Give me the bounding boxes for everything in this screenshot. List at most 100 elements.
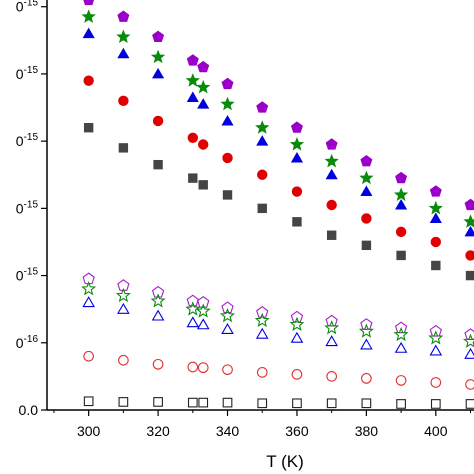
- data-point-triangle-filled: [429, 212, 442, 223]
- data-point-pentagon-open: [151, 285, 165, 298]
- data-point-square-filled: [326, 230, 337, 240]
- data-point-triangle-open: [82, 296, 95, 308]
- data-point-circle-open: [395, 375, 407, 386]
- data-point-triangle-open: [325, 335, 338, 347]
- data-point-triangle-open: [255, 327, 269, 339]
- x-tick-label: 380: [355, 423, 379, 439]
- data-point-pentagon-open: [394, 321, 408, 334]
- data-point-circle-open: [187, 361, 199, 373]
- y-tick-label: 0-15: [16, 0, 39, 15]
- x-axis-title: T (K): [266, 452, 303, 471]
- data-point-square-filled: [396, 250, 406, 261]
- data-point-pentagon-filled: [152, 30, 165, 43]
- data-point-pentagon-open: [197, 295, 210, 308]
- data-point-square-open: [430, 399, 441, 409]
- data-point-star-open: [254, 312, 270, 327]
- data-point-square-open: [257, 398, 268, 409]
- data-point-circle-open: [291, 369, 303, 380]
- data-point-star-filled: [116, 29, 131, 44]
- data-point-triangle-filled: [117, 47, 130, 59]
- data-point-square-open: [153, 397, 163, 407]
- data-point-circle-open: [118, 354, 129, 366]
- data-point-pentagon-open: [325, 314, 338, 327]
- data-point-pentagon-open: [256, 306, 269, 318]
- data-point-square-open: [292, 398, 302, 409]
- data-point-circle-filled: [222, 152, 233, 164]
- data-point-star-filled: [220, 96, 235, 111]
- data-point-star-open: [115, 287, 131, 303]
- data-point-pentagon-filled: [221, 77, 234, 90]
- data-point-star-filled: [255, 120, 270, 134]
- data-point-circle-open: [430, 377, 442, 388]
- data-point-circle-filled: [83, 75, 94, 86]
- data-point-circle-open: [222, 364, 233, 376]
- data-point-star-open: [393, 326, 409, 342]
- data-point-circle-open: [361, 373, 372, 384]
- data-point-pentagon-open: [429, 324, 442, 337]
- data-point-star-open: [220, 308, 236, 323]
- data-point-star-open: [195, 303, 211, 318]
- x-tick-label: 340: [216, 423, 240, 439]
- data-point-circle-open: [465, 379, 474, 390]
- data-point-star-open: [185, 301, 201, 316]
- y-tick-label: 0-16: [16, 334, 39, 351]
- data-point-square-open: [198, 397, 209, 408]
- y-tick-label: 0.0: [19, 402, 39, 418]
- data-point-star-filled: [359, 170, 374, 185]
- data-point-pentagon-filled: [117, 10, 130, 22]
- axes: 300 320 340 360 380 400 0.0 0-16 0-15 0-15 0-15 0-1…: [16, 0, 474, 439]
- data-point-star-open: [324, 320, 340, 335]
- data-point-square-filled: [465, 270, 474, 281]
- data-point-pentagon-open: [360, 318, 373, 330]
- data-point-triangle-open: [429, 344, 443, 356]
- data-point-star-filled: [463, 214, 474, 228]
- data-point-pentagon-filled: [360, 155, 373, 167]
- data-point-circle-open: [152, 358, 164, 370]
- y-tick-label: 0-15: [16, 65, 39, 82]
- data-point-circle-filled: [152, 115, 164, 127]
- data-point-square-open: [187, 397, 198, 408]
- data-point-triangle-open: [290, 331, 304, 343]
- data-point-star-filled: [81, 9, 96, 23]
- data-point-square-filled: [361, 240, 372, 251]
- data-point-square-filled: [222, 190, 233, 200]
- data-point-circle-filled: [361, 213, 372, 224]
- data-point-star-open: [81, 281, 97, 296]
- data-point-pentagon-filled: [429, 185, 442, 197]
- data-point-pentagon-filled: [83, 0, 95, 6]
- data-point-triangle-filled: [152, 67, 165, 79]
- data-point-square-open: [118, 397, 129, 407]
- data-point-circle-filled: [430, 236, 442, 248]
- y-tick-label: 0-15: [16, 132, 39, 149]
- data-point-pentagon-open: [186, 294, 199, 307]
- data-point-pentagon-filled: [395, 171, 408, 184]
- data-point-square-filled: [118, 143, 129, 153]
- x-tick-label: 360: [285, 423, 309, 439]
- data-point-square-open: [83, 396, 94, 407]
- data-point-circle-filled: [395, 226, 407, 238]
- x-tick-label: 320: [146, 423, 170, 439]
- data-point-circle-open: [326, 371, 338, 382]
- data-point-triangle-filled: [360, 185, 373, 197]
- y-tick-label: 0-15: [16, 267, 39, 284]
- data-point-pentagon-open: [464, 328, 474, 340]
- data-point-triangle-open: [117, 302, 130, 314]
- data-point-star-open: [428, 330, 444, 345]
- data-point-circle-open: [197, 362, 209, 374]
- data-point-square-filled: [292, 217, 302, 227]
- data-point-star-filled: [393, 187, 409, 201]
- data-point-circle-filled: [291, 186, 303, 197]
- data-point-square-open: [465, 399, 474, 409]
- data-point-triangle-filled: [82, 27, 95, 39]
- data-point-circle-filled: [198, 139, 209, 150]
- data-point-circle-open: [256, 367, 268, 378]
- data-point-triangle-filled: [395, 199, 408, 210]
- data-point-pentagon-filled: [325, 138, 338, 150]
- data-point-star-open: [150, 293, 166, 308]
- data-point-star-filled: [150, 49, 166, 64]
- data-point-triangle-open: [221, 323, 234, 334]
- y-tick-label: 0-15: [16, 199, 39, 216]
- data-point-star-open: [358, 323, 374, 338]
- data-point-pentagon-filled: [256, 101, 269, 113]
